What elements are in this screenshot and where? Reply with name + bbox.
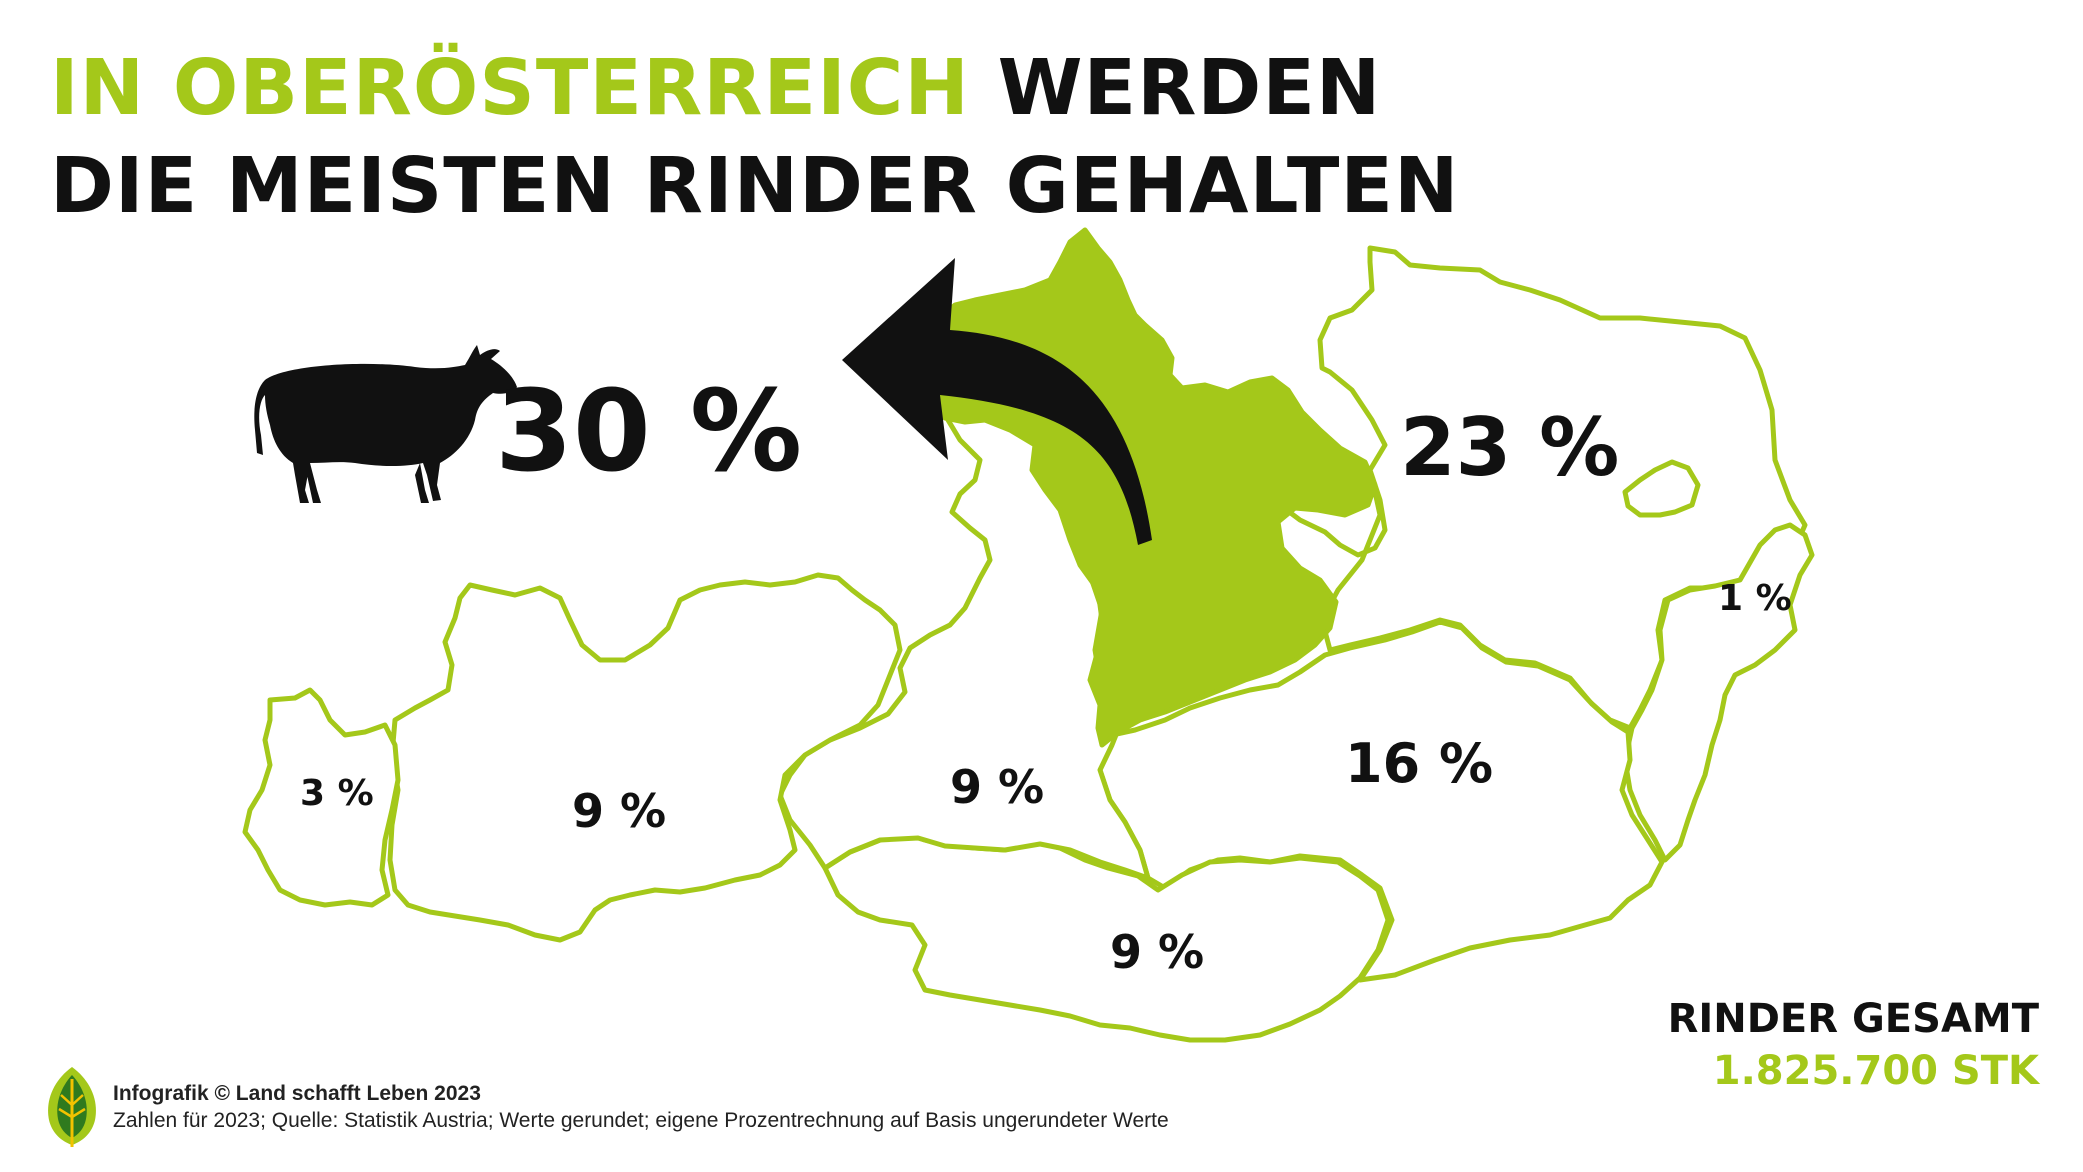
callout-arrow (842, 258, 1152, 545)
total-label: RINDER GESAMT (1667, 996, 2039, 1042)
total-box: RINDER GESAMT 1.825.700 STK (1668, 993, 2039, 1097)
label-niederoesterreich: 23 % (1400, 401, 1619, 494)
footer: Infografik © Land schafft Leben 2023 Zah… (45, 1065, 1169, 1149)
headline: IN OBERÖSTERREICH WERDEN DIE MEISTEN RIN… (50, 40, 1459, 236)
region-burgenland (1622, 522, 1815, 863)
label-kaernten: 9 % (1110, 925, 1204, 979)
footer-source: Zahlen für 2023; Quelle: Statistik Austr… (113, 1109, 1169, 1132)
headline-accent: IN OBERÖSTERREICH (50, 44, 970, 133)
region-vorarlberg (242, 687, 401, 908)
footer-credit: Infografik © Land schafft Leben 2023 (113, 1082, 481, 1105)
headline-line2: DIE MEISTEN RINDER GEHALTEN (50, 142, 1460, 231)
region-wien (1622, 459, 1701, 518)
leaf-logo-icon (48, 1067, 96, 1147)
label-tirol: 9 % (572, 784, 666, 838)
region-tirol (387, 572, 903, 943)
footer-text: Infografik © Land schafft Leben 2023 Zah… (113, 1080, 1169, 1134)
label-vorarlberg: 3 % (300, 773, 374, 814)
total-value: 1.825.700 STK (1712, 1048, 2039, 1094)
label-burgenland: 1 % (1718, 578, 1792, 619)
headline-line1-rest: WERDEN (969, 44, 1382, 133)
label-steiermark: 16 % (1345, 732, 1493, 795)
callout-value: 30 % (495, 367, 802, 497)
cow-icon (254, 345, 518, 503)
label-salzburg: 9 % (950, 760, 1044, 814)
